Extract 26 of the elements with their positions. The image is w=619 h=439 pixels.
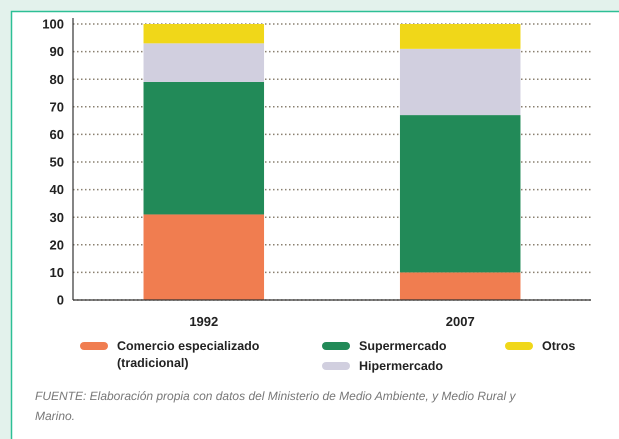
legend-label: Supermercado [359,339,447,353]
bar [400,115,520,272]
bar [400,48,520,116]
y-tick-label: 0 [56,292,64,308]
y-tick-label: 100 [42,16,64,32]
x-tick-label: 2007 [446,314,475,329]
y-tick-label: 50 [50,154,64,170]
y-tick-label: 90 [50,44,64,60]
y-tick-label: 20 [50,237,64,252]
bar [144,43,264,82]
source-note: FUENTE: Elaboración propia con datos del Ministerio de Medio Ambiente, y Medio Rural y Marino. [35,389,516,423]
bar [400,272,520,300]
bar [144,24,264,44]
y-tick-label: 70 [50,99,64,114]
bar [144,214,264,300]
y-tick-label: 60 [50,126,64,142]
y-tick-label: 30 [50,210,64,225]
legend-label: Hipermercado [359,359,444,373]
y-tick-label: 40 [50,182,64,198]
bar [144,82,264,214]
legend-label: Comercio especializado (tradicional) [117,339,260,370]
x-tick-label: 1992 [189,314,218,329]
bar [400,24,520,49]
y-tick-label: 10 [50,264,64,280]
y-tick-label: 80 [50,72,64,87]
legend-label: Otros [542,339,576,353]
